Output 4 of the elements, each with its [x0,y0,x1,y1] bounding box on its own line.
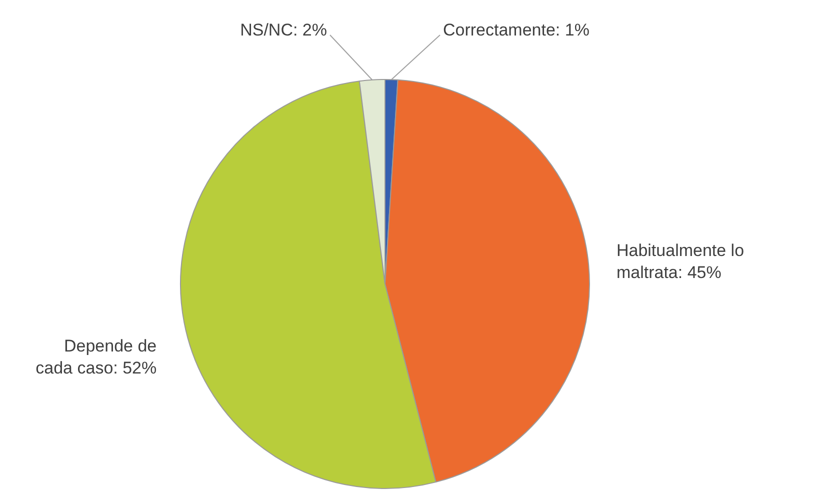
slice-label: Habitualmente lo maltrata: 45% [616,240,744,282]
slice-label: Depende de cada caso: 52% [36,336,157,378]
slice-label: Correctamente: 1% [443,20,590,40]
slice-label: NS/NC: 2% [240,20,327,40]
